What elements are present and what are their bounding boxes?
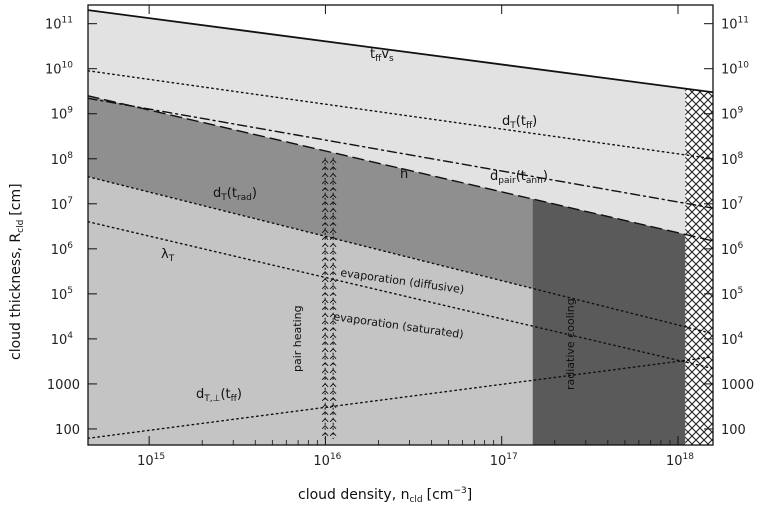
y-tick-label-right: 1010 <box>721 61 749 78</box>
pair-heating-arrowhead <box>321 306 337 311</box>
y-tick-label-left: 100 <box>55 423 80 438</box>
shaded-regions <box>88 10 713 445</box>
pair-heating-arrowhead <box>321 236 337 241</box>
y-axis-ticks: 100 100 1000 1000 104 104 105 105 106 106 107 107 10… <box>45 16 754 438</box>
pair-heating-arrowhead <box>321 425 337 430</box>
y-tick-label-right: 107 <box>721 196 743 213</box>
series-line-5 <box>88 221 713 370</box>
label-dTperp-tff: dT,⊥(tff) <box>196 387 242 404</box>
y-tick-label-left: 1000 <box>47 378 80 393</box>
pair-heating-arrowhead <box>321 397 337 402</box>
x-tick-label: 1017 <box>490 452 518 469</box>
y-tick-label-left: 108 <box>51 151 74 168</box>
curves <box>88 9 713 439</box>
y-tick-label-left: 105 <box>51 286 73 303</box>
pair-heating-arrowhead <box>321 229 337 234</box>
pair-heating-arrowhead <box>321 243 337 248</box>
pair-heating-arrowhead <box>321 187 337 192</box>
y-tick-label-right: 108 <box>721 151 744 168</box>
y-tick-label-left: 104 <box>51 331 74 348</box>
x-axis-title: cloud density, ncld [cm−3] <box>298 486 472 505</box>
series-line-0 <box>88 9 713 94</box>
pair-heating-arrowhead <box>321 383 337 388</box>
label-dpair: dpair(tann) <box>490 169 548 186</box>
pair-heating-arrowhead <box>321 166 337 171</box>
pair-heating-arrowhead <box>321 320 337 325</box>
pair-heating-arrowhead <box>321 194 337 199</box>
pair-heating-arrowhead <box>321 271 337 276</box>
pair-heating-arrowhead <box>321 369 337 374</box>
pair-heating-arrowhead <box>321 341 337 346</box>
pair-heating-arrowhead <box>321 215 337 220</box>
series-line-1 <box>88 70 713 160</box>
y-tick-label-left: 106 <box>51 241 74 258</box>
label-pair-heating: pair heating <box>291 305 304 372</box>
x-tick-label: 1018 <box>666 452 694 469</box>
pair-heating-arrowhead <box>321 264 337 269</box>
x-tick-label: 1016 <box>313 452 341 469</box>
pair-heating-arrowhead <box>321 313 337 318</box>
pair-heating-arrowhead <box>321 299 337 304</box>
series-line-3 <box>88 95 713 242</box>
label-tff-vs: tffvs <box>370 47 394 64</box>
pair-heating-arrowhead <box>321 285 337 290</box>
y-tick-label-right: 105 <box>721 286 743 303</box>
x-tick-label: 1015 <box>137 452 165 469</box>
series-line-2 <box>88 97 713 209</box>
y-tick-label-right: 109 <box>721 106 744 123</box>
pair-heating-arrowhead <box>321 355 337 360</box>
pair-heating-arrowhead <box>321 411 337 416</box>
pair-heating-arrowhead <box>321 208 337 213</box>
pair-heating-arrowhead <box>321 222 337 227</box>
y-tick-label-left: 109 <box>51 106 74 123</box>
label-h: h <box>400 167 408 182</box>
pair-heating-arrowhead <box>321 334 337 339</box>
pair-heating-arrowhead <box>321 404 337 409</box>
x-axis-ticks: 1015 1016 1017 1018 <box>137 5 694 469</box>
y-tick-label-right: 104 <box>721 331 744 348</box>
region-radiative-cooling <box>532 199 686 445</box>
pair-heating-arrowhead <box>321 418 337 423</box>
pair-heating-arrows <box>321 157 337 439</box>
pair-heating-arrowhead <box>321 180 337 185</box>
label-lambda-T: λT <box>161 247 175 264</box>
pair-heating-arrowhead <box>321 278 337 283</box>
label-radiative-cooling: radiative cooling <box>564 298 577 390</box>
pair-heating-arrowhead <box>321 201 337 206</box>
series-line-4 <box>88 175 713 335</box>
pair-heating-arrowhead <box>321 292 337 297</box>
pair-heating-arrowhead <box>321 362 337 367</box>
y-tick-label-left: 1010 <box>45 61 73 78</box>
y-tick-label-right: 106 <box>721 241 744 258</box>
region-light-upper <box>88 10 713 241</box>
plot-frame <box>87 4 714 446</box>
pair-heating-arrowhead <box>321 327 337 332</box>
pair-heating-arrowhead <box>321 159 337 164</box>
pair-heating-arrowhead <box>321 432 337 437</box>
label-dT-trad: dT(trad) <box>213 186 257 203</box>
label-dT-tff: dT(tff) <box>502 114 537 131</box>
y-axis-title: cloud thickness, Rcld[cm] <box>8 183 26 360</box>
pair-heating-arrowhead <box>321 173 337 178</box>
region-hatched <box>685 88 713 445</box>
pair-heating-arrowhead <box>321 250 337 255</box>
y-tick-label-right: 1000 <box>721 378 754 393</box>
pair-heating-arrowhead <box>321 376 337 381</box>
y-tick-label-right: 100 <box>721 423 746 438</box>
pair-heating-arrowhead <box>321 390 337 395</box>
y-tick-label-left: 1011 <box>45 16 73 33</box>
series-line-6 <box>88 356 713 439</box>
y-tick-label-left: 107 <box>51 196 73 213</box>
pair-heating-arrowhead <box>321 348 337 353</box>
pair-heating-arrowhead <box>321 257 337 262</box>
y-tick-label-right: 1011 <box>721 16 749 33</box>
